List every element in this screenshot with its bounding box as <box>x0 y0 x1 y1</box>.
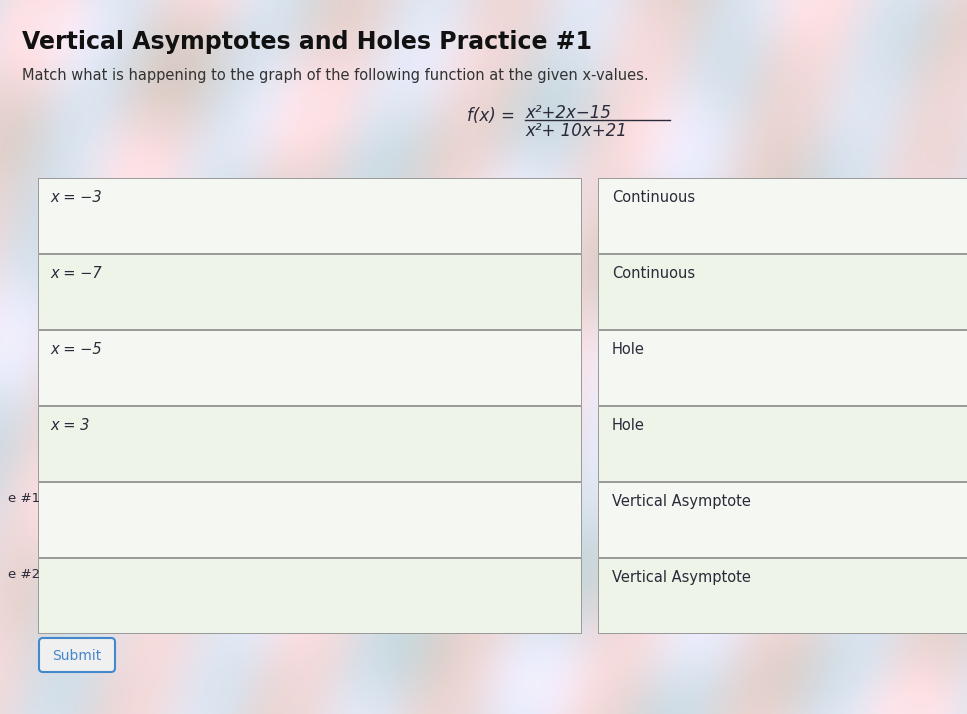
Bar <box>598 330 967 405</box>
Bar <box>38 178 581 253</box>
Text: x²+ 10x+21: x²+ 10x+21 <box>525 122 627 140</box>
FancyBboxPatch shape <box>39 638 115 672</box>
Bar <box>38 406 581 481</box>
Text: e #1: e #1 <box>8 492 40 505</box>
Text: e #2: e #2 <box>8 568 40 581</box>
Text: f(x) =: f(x) = <box>467 107 520 125</box>
Text: Vertical Asymptote: Vertical Asymptote <box>612 570 750 585</box>
Bar <box>598 178 967 253</box>
Text: Hole: Hole <box>612 342 645 357</box>
Text: x = −7: x = −7 <box>50 266 102 281</box>
Text: Vertical Asymptotes and Holes Practice #1: Vertical Asymptotes and Holes Practice #… <box>22 30 592 54</box>
Bar <box>38 558 581 633</box>
Text: x = 3: x = 3 <box>50 418 89 433</box>
Text: x = −5: x = −5 <box>50 342 102 357</box>
Text: Vertical Asymptote: Vertical Asymptote <box>612 494 750 509</box>
Bar <box>38 330 581 405</box>
Text: Continuous: Continuous <box>612 266 695 281</box>
Bar <box>598 558 967 633</box>
Bar <box>38 254 581 329</box>
Bar <box>38 482 581 557</box>
Bar <box>598 406 967 481</box>
Text: Continuous: Continuous <box>612 190 695 205</box>
Text: Hole: Hole <box>612 418 645 433</box>
Text: x = −3: x = −3 <box>50 190 102 205</box>
Text: x²+2x−15: x²+2x−15 <box>525 104 611 122</box>
Bar <box>598 482 967 557</box>
Text: Submit: Submit <box>52 649 102 663</box>
Text: Match what is happening to the graph of the following function at the given x-va: Match what is happening to the graph of … <box>22 68 649 83</box>
Bar <box>598 254 967 329</box>
